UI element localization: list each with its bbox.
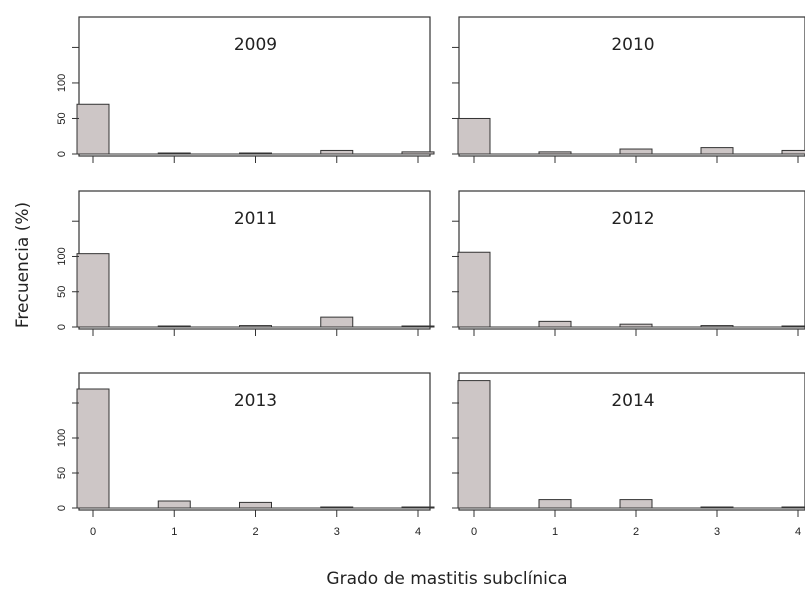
bar-2 (619, 148, 653, 155)
panel-2013: 2013 100 50 0 0 1 2 3 4 (56, 372, 435, 538)
y-tick-label: 0 (56, 151, 68, 157)
x-axis-title: Grado de mastitis subclínica (326, 569, 567, 589)
x-tick-label: 4 (795, 526, 801, 538)
panel-2012: 2012 (452, 190, 805, 336)
x-tick-label: 4 (415, 526, 421, 538)
bar-4 (781, 506, 805, 509)
y-tick-label: 50 (56, 467, 68, 479)
bar-3 (320, 149, 354, 155)
bar-2 (239, 501, 272, 509)
bar-0 (76, 103, 110, 155)
bar-0 (457, 117, 491, 155)
panel-2010: 2010 (452, 16, 805, 163)
bar-1 (157, 500, 191, 509)
y-tick-label: 50 (56, 286, 68, 298)
x-tick-label: 0 (471, 526, 477, 538)
panel-2011: 2011 0 50 100 (56, 190, 435, 336)
bar-4 (401, 506, 435, 509)
panel-frame (78, 16, 431, 157)
bar-3 (700, 147, 734, 155)
x-tick-label: 1 (552, 526, 558, 538)
bar-4 (401, 151, 435, 155)
y-tick-label: 0 (56, 324, 68, 330)
y-tick-label: 100 (56, 74, 68, 92)
bar-2 (619, 323, 653, 328)
y-tick-label: 100 (56, 247, 68, 265)
x-tick-label: 3 (334, 526, 340, 538)
bar-0 (76, 388, 110, 509)
bar-4 (401, 325, 435, 328)
bar-1 (538, 320, 572, 328)
bar-3 (320, 316, 354, 328)
x-tick-label: 1 (171, 526, 177, 538)
bar-1 (157, 325, 191, 328)
y-tick-label: 100 (56, 429, 68, 447)
panel-title: 2009 (234, 35, 277, 55)
y-axis-title: Frecuencia (%) (13, 202, 33, 328)
x-tick-label: 3 (714, 526, 720, 538)
x-tick-label: 2 (252, 526, 258, 538)
panel-title: 2010 (611, 35, 654, 55)
bar-4 (781, 149, 805, 155)
panel-2009: 2009 0 50 100 (56, 16, 435, 163)
panel-2014: 2014 0 1 2 3 4 (452, 372, 805, 538)
bar-0 (457, 380, 491, 509)
bar-1 (538, 151, 572, 155)
bar-2 (239, 152, 272, 155)
panel-title: 2013 (234, 391, 277, 411)
bar-2 (619, 499, 653, 509)
bar-0 (457, 251, 491, 328)
bar-3 (320, 506, 354, 509)
bar-3 (700, 506, 734, 509)
bar-4 (781, 325, 805, 328)
y-tick-label: 50 (56, 112, 68, 124)
bar-2 (239, 325, 272, 328)
panel-title: 2012 (611, 209, 654, 229)
x-tick-label: 0 (90, 526, 96, 538)
y-tick-label: 0 (56, 505, 68, 511)
bar-3 (700, 325, 734, 328)
bar-1 (538, 499, 572, 509)
panel-title: 2011 (234, 209, 277, 229)
bar-0 (76, 253, 110, 328)
x-tick-label: 2 (633, 526, 639, 538)
panel-title: 2014 (611, 391, 654, 411)
bar-1 (157, 152, 191, 155)
panel-frame (458, 16, 805, 157)
